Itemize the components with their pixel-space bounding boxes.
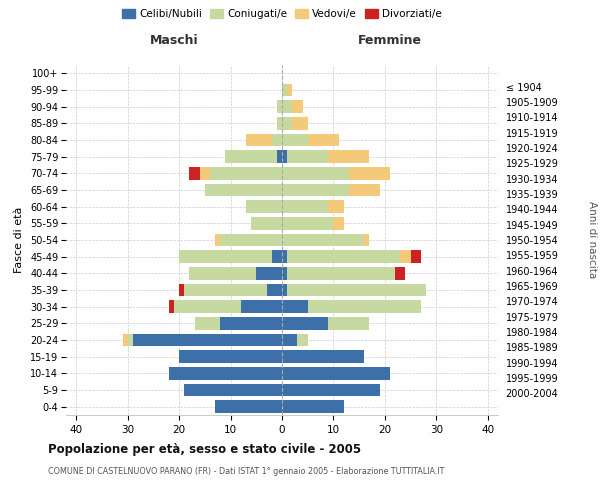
Bar <box>308 134 338 146</box>
Bar <box>282 150 287 163</box>
Bar <box>395 267 406 280</box>
Bar <box>410 250 421 263</box>
Bar <box>220 317 282 330</box>
Bar <box>215 400 282 413</box>
Bar <box>364 234 370 246</box>
Bar <box>226 150 277 163</box>
Bar <box>292 117 308 130</box>
Bar <box>282 267 287 280</box>
Bar <box>282 400 344 413</box>
Bar <box>282 284 287 296</box>
Bar <box>282 250 287 263</box>
Bar <box>277 100 282 113</box>
Bar <box>328 150 370 163</box>
Bar <box>298 334 308 346</box>
Bar <box>349 184 380 196</box>
Bar <box>266 284 282 296</box>
Bar <box>282 184 349 196</box>
Bar <box>287 267 395 280</box>
Bar <box>282 367 390 380</box>
Bar <box>287 250 400 263</box>
Bar <box>282 167 349 179</box>
Bar <box>287 150 328 163</box>
Text: Popolazione per età, sesso e stato civile - 2005: Popolazione per età, sesso e stato civil… <box>48 442 361 456</box>
Bar <box>184 384 282 396</box>
Bar <box>133 334 282 346</box>
Y-axis label: Fasce di età: Fasce di età <box>14 207 25 273</box>
Bar <box>282 217 334 230</box>
Bar <box>251 217 282 230</box>
Bar <box>328 200 344 213</box>
Bar <box>282 350 364 363</box>
Bar <box>190 267 256 280</box>
Bar <box>282 234 364 246</box>
Bar <box>349 167 390 179</box>
Bar <box>179 250 272 263</box>
Bar <box>169 367 282 380</box>
Bar <box>169 300 174 313</box>
Bar <box>194 317 220 330</box>
Bar <box>241 300 282 313</box>
Bar <box>220 234 282 246</box>
Bar <box>292 100 302 113</box>
Bar <box>308 300 421 313</box>
Bar <box>277 150 282 163</box>
Bar <box>246 134 272 146</box>
Bar <box>334 217 344 230</box>
Bar <box>328 317 370 330</box>
Bar <box>277 117 282 130</box>
Bar <box>282 200 328 213</box>
Bar <box>205 184 282 196</box>
Bar <box>287 284 426 296</box>
Bar <box>200 167 210 179</box>
Bar <box>400 250 410 263</box>
Bar <box>184 284 266 296</box>
Bar <box>174 300 241 313</box>
Text: COMUNE DI CASTELNUOVO PARANO (FR) - Dati ISTAT 1° gennaio 2005 - Elaborazione TU: COMUNE DI CASTELNUOVO PARANO (FR) - Dati… <box>48 468 445 476</box>
Bar <box>179 284 184 296</box>
Legend: Celibi/Nubili, Coniugati/e, Vedovi/e, Divorziati/e: Celibi/Nubili, Coniugati/e, Vedovi/e, Di… <box>118 5 446 24</box>
Bar <box>282 317 328 330</box>
Bar <box>256 267 282 280</box>
Bar <box>282 134 308 146</box>
Text: Femmine: Femmine <box>358 34 422 48</box>
Bar <box>282 334 298 346</box>
Text: Anni di nascita: Anni di nascita <box>587 202 597 278</box>
Bar <box>246 200 282 213</box>
Bar <box>272 134 282 146</box>
Text: Maschi: Maschi <box>149 34 199 48</box>
Bar <box>282 117 292 130</box>
Bar <box>282 384 380 396</box>
Bar <box>122 334 128 346</box>
Bar <box>215 234 220 246</box>
Bar <box>190 167 200 179</box>
Bar <box>128 334 133 346</box>
Bar <box>272 250 282 263</box>
Bar <box>282 84 287 96</box>
Bar <box>282 300 308 313</box>
Bar <box>210 167 282 179</box>
Bar <box>282 100 292 113</box>
Bar <box>179 350 282 363</box>
Bar <box>287 84 292 96</box>
